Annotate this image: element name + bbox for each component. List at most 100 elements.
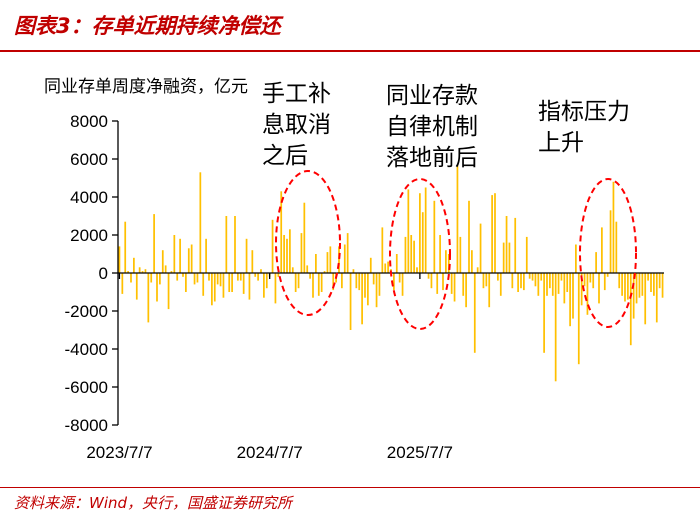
bar <box>554 273 557 382</box>
y-axis-label: 同业存单周度净融资，亿元 <box>44 77 248 97</box>
bar <box>419 193 421 273</box>
bar <box>528 273 531 279</box>
bar <box>251 250 254 273</box>
bar <box>598 273 600 304</box>
bar <box>459 236 462 273</box>
bar <box>393 273 395 291</box>
bar <box>439 235 441 273</box>
bar <box>407 189 410 273</box>
bar <box>127 271 129 273</box>
annotation-line: 指标压力 <box>538 99 630 125</box>
bar <box>234 216 236 273</box>
bar <box>447 254 450 273</box>
bar <box>445 250 447 273</box>
annotation-line: 同业存款 <box>386 83 478 109</box>
source-rule <box>0 487 700 488</box>
axes-group: 8000 6000 4000 2000 0 -2000 -4000 -6000 -8000 202… <box>65 112 664 462</box>
bar <box>543 273 545 353</box>
bar <box>601 227 603 273</box>
bar <box>629 273 632 346</box>
bar <box>650 273 652 292</box>
bar <box>315 254 317 273</box>
bar <box>658 273 661 289</box>
annotation-text: 手工补息取消之后 <box>262 81 331 169</box>
bar <box>635 273 638 304</box>
annotation-ellipse <box>275 170 341 316</box>
bar <box>572 273 574 319</box>
bar <box>187 248 190 273</box>
y-tick-label: -4000 <box>65 340 108 359</box>
bar <box>153 214 155 273</box>
bar <box>557 273 560 294</box>
annotation-text: 指标压力上升 <box>538 99 630 156</box>
y-tick-label: -8000 <box>65 416 108 435</box>
bar <box>551 273 554 296</box>
bar <box>563 273 566 304</box>
bar <box>436 273 439 294</box>
y-tick-label: 0 <box>99 264 108 283</box>
y-tick-label: 4000 <box>70 188 108 207</box>
bar <box>505 216 508 273</box>
bar <box>653 273 655 296</box>
bar <box>222 273 225 298</box>
bar <box>173 235 176 273</box>
bar <box>346 233 349 273</box>
bar <box>381 227 384 273</box>
bar <box>488 273 491 308</box>
bar <box>577 273 580 365</box>
bar <box>216 273 219 285</box>
bar <box>479 223 482 273</box>
bar <box>326 252 329 273</box>
bar <box>416 267 418 273</box>
bar <box>546 273 548 296</box>
annotation-line: 之后 <box>262 143 308 169</box>
bar <box>147 273 150 323</box>
bar <box>647 273 649 281</box>
bar <box>456 164 459 273</box>
bar <box>638 273 641 298</box>
bar <box>176 273 179 281</box>
bar <box>398 273 401 283</box>
bar <box>595 252 597 273</box>
bar <box>430 273 433 289</box>
bar <box>320 273 323 292</box>
bar <box>375 273 378 308</box>
bar <box>497 273 499 281</box>
bar <box>355 273 358 289</box>
annotation-line: 上升 <box>538 130 584 156</box>
bar <box>494 193 496 273</box>
source-note: 资料来源：Wind，央行，国盛证券研究所 <box>14 494 293 512</box>
bar <box>289 229 291 273</box>
bar <box>499 273 502 296</box>
bar <box>144 269 147 273</box>
bars-group <box>118 164 664 382</box>
bar <box>329 246 332 273</box>
bar <box>361 273 363 325</box>
bar <box>283 235 285 273</box>
bar <box>534 273 537 287</box>
annotation-line: 息取消 <box>262 112 331 138</box>
y-tick-label: -6000 <box>65 378 108 397</box>
bar <box>343 244 346 273</box>
bar <box>309 273 311 279</box>
bar <box>612 181 615 273</box>
bar <box>237 273 239 281</box>
bar <box>413 240 415 273</box>
bar <box>303 202 306 273</box>
bar <box>476 267 479 273</box>
bar <box>274 273 277 304</box>
annotation-text: 同业存款自律机制落地前后 <box>386 83 478 171</box>
bar <box>159 273 161 285</box>
bar <box>133 257 135 273</box>
bar <box>632 273 635 319</box>
bar <box>306 265 309 273</box>
bar <box>271 219 274 273</box>
bar <box>531 273 534 281</box>
bar <box>592 273 595 289</box>
annotation-line: 自律机制 <box>386 114 478 140</box>
bar <box>410 235 413 273</box>
bar <box>453 273 456 302</box>
bar <box>580 273 583 306</box>
bar <box>367 273 369 306</box>
